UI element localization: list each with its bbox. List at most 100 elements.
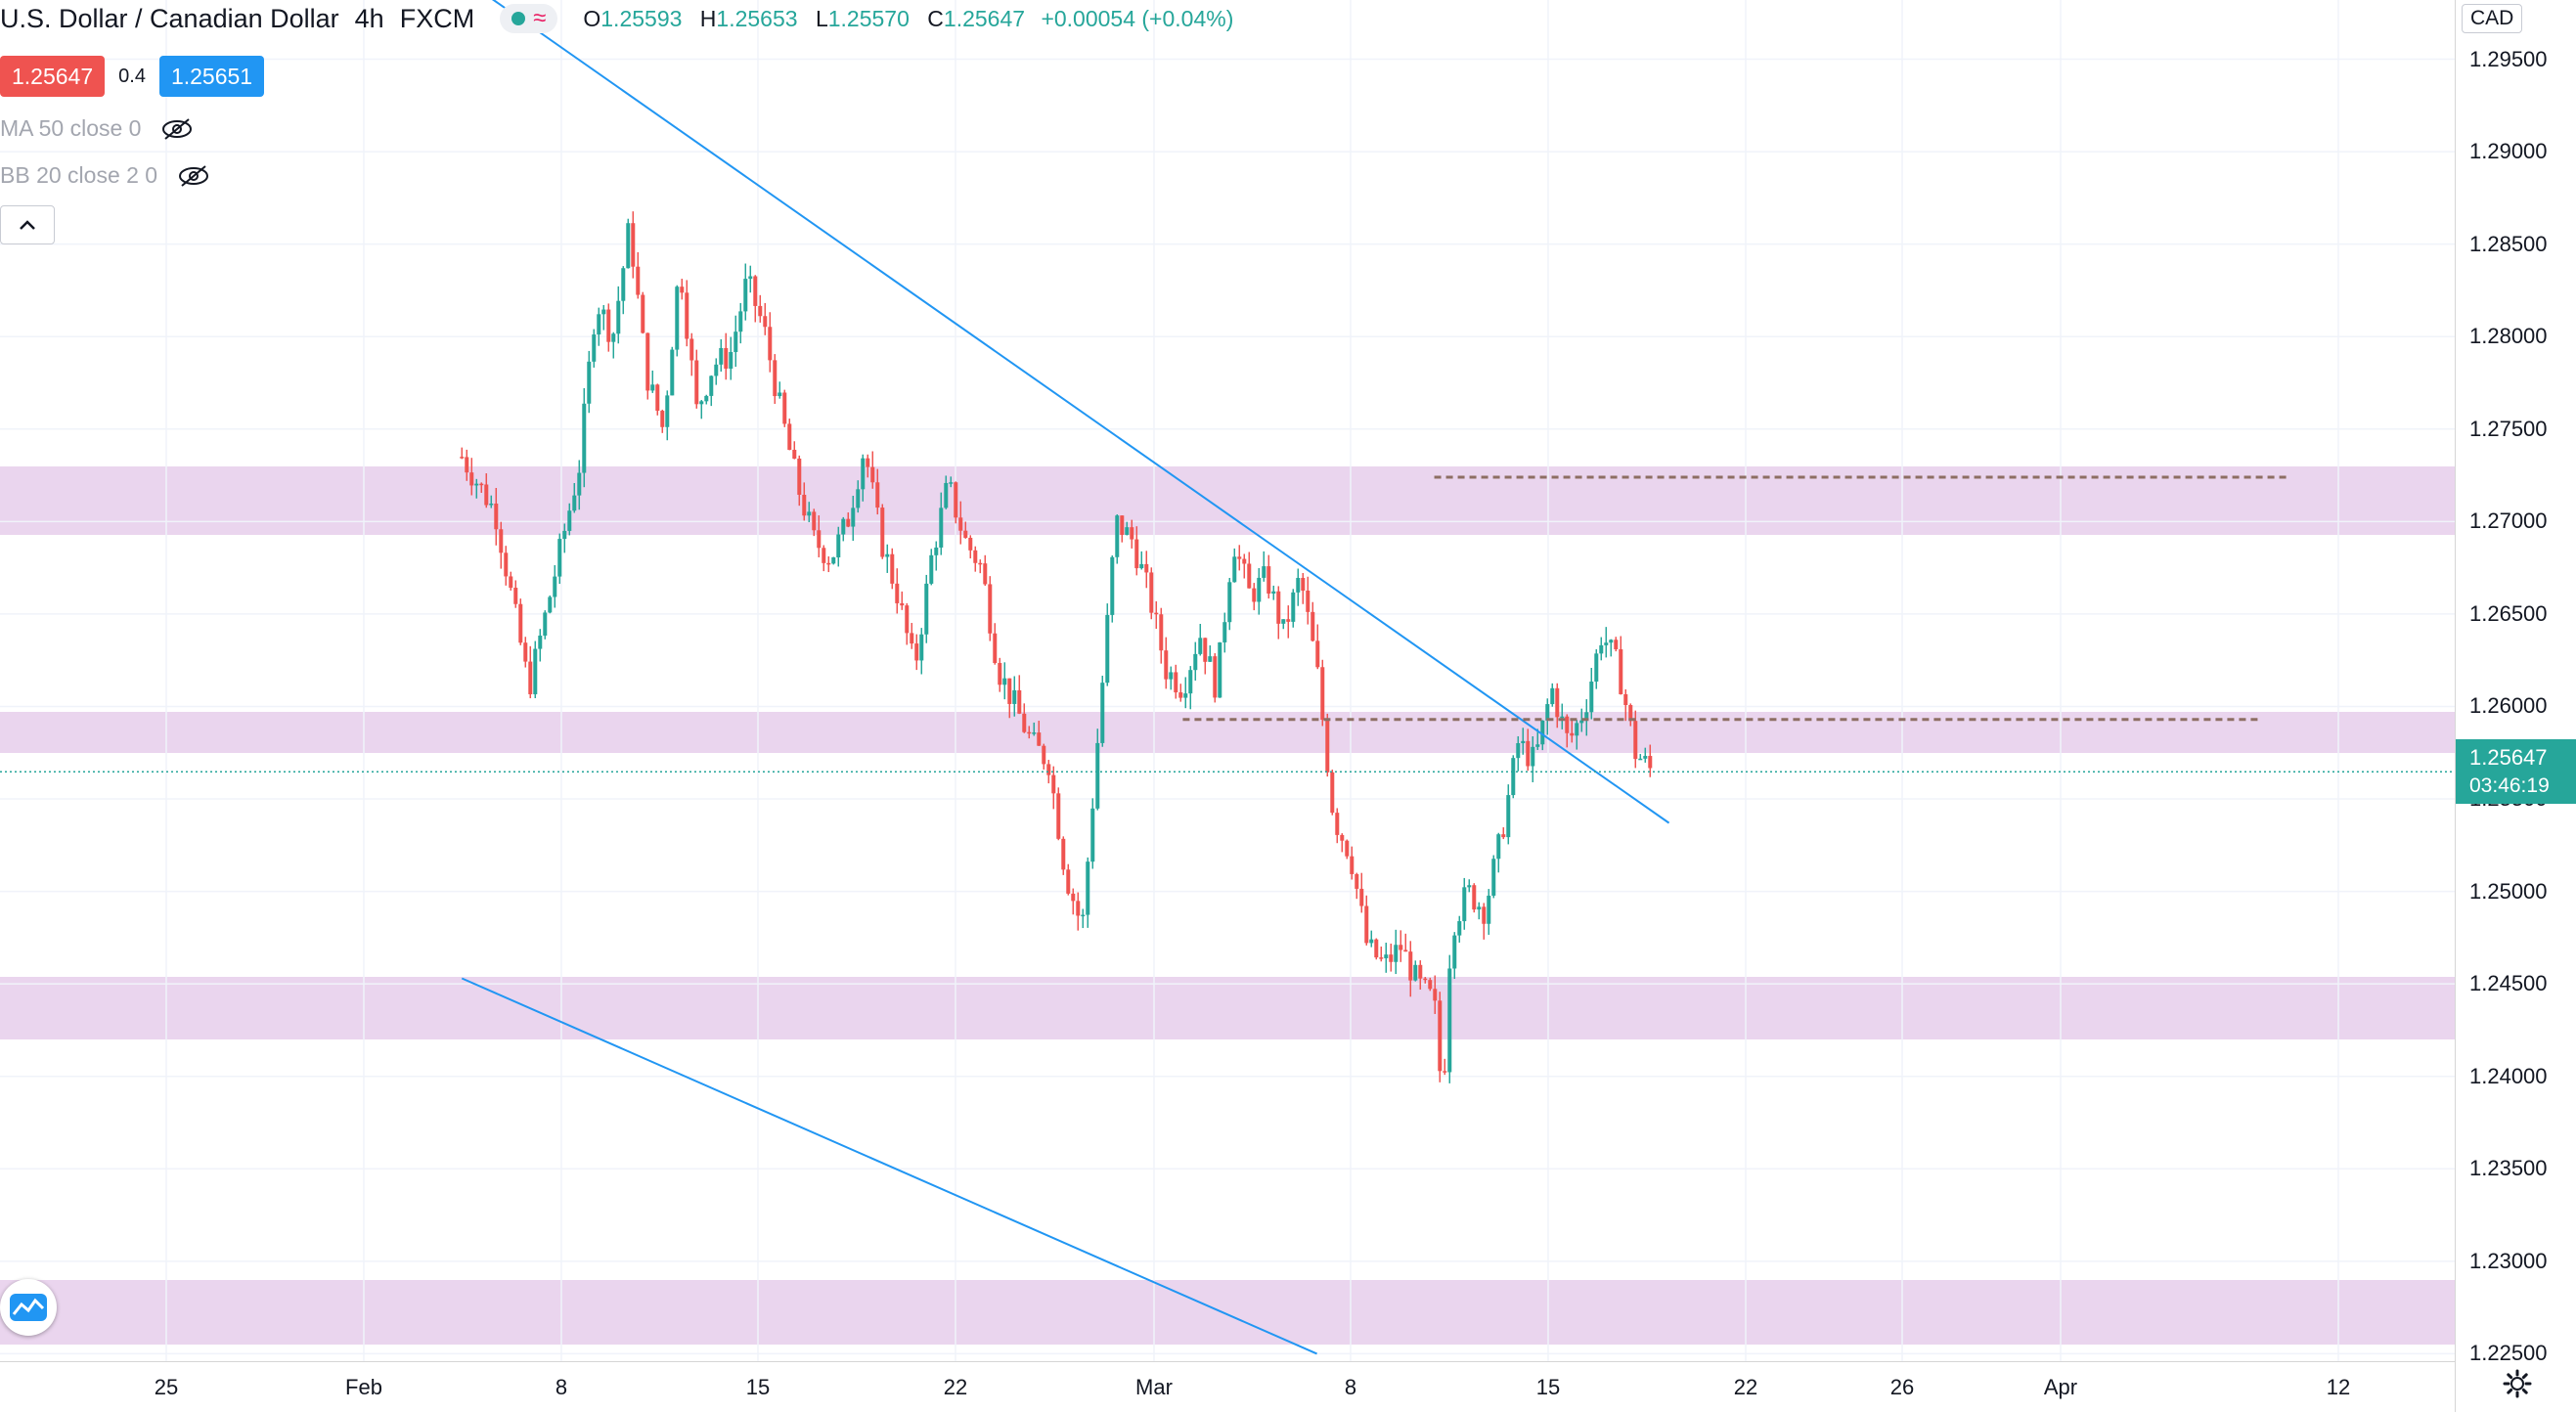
tradingview-logo-icon	[10, 1294, 47, 1321]
support-resistance-zone[interactable]	[0, 1279, 2455, 1345]
candle-body	[866, 458, 870, 467]
exchange-label: FXCM	[399, 3, 475, 33]
candle-body	[1638, 758, 1643, 761]
candle-body	[1452, 935, 1457, 969]
candle-body	[1262, 566, 1266, 578]
candle-body	[787, 423, 792, 451]
candle-body	[895, 583, 900, 603]
candle-body	[1447, 968, 1452, 1073]
status-pill[interactable]: ≈	[500, 4, 558, 33]
high-value: 1.25653	[716, 5, 798, 31]
candle-body	[1364, 905, 1369, 944]
candle-body	[797, 459, 802, 495]
candle-body	[1472, 885, 1477, 910]
candle-body	[631, 223, 636, 267]
wave-icon: ≈	[533, 5, 547, 31]
candle-body	[1589, 682, 1594, 713]
candle-body	[1218, 641, 1222, 698]
candle-body	[592, 334, 597, 362]
candle-body	[1315, 640, 1320, 668]
candle-body	[861, 458, 866, 490]
candle-body	[1350, 856, 1355, 874]
candle-body	[562, 530, 567, 540]
candle-body	[792, 450, 797, 460]
eye-off-icon[interactable]	[177, 163, 210, 189]
candle-body	[1134, 539, 1139, 569]
candle-body	[846, 518, 851, 527]
currency-label[interactable]: CAD	[2462, 4, 2523, 33]
price-tick-label: 1.26000	[2469, 693, 2548, 719]
candle-body	[1325, 720, 1330, 773]
candle-body	[1100, 683, 1105, 743]
candle-body	[724, 347, 729, 369]
candle-body	[1457, 921, 1462, 936]
candle-body	[660, 411, 665, 427]
candle-body	[597, 314, 601, 335]
eye-off-icon[interactable]	[160, 116, 194, 142]
candle-body	[1643, 756, 1648, 759]
candle-body	[494, 503, 499, 530]
candle-body	[1531, 746, 1535, 767]
candle-body	[1399, 945, 1403, 950]
candle-body	[699, 401, 704, 405]
candle-body	[1208, 656, 1213, 662]
time-tick-label: 15	[1535, 1375, 1561, 1399]
candle-body	[1369, 939, 1374, 944]
candle-body	[1619, 648, 1623, 694]
candle-body	[1296, 578, 1301, 593]
candle-body	[1266, 566, 1271, 595]
candle-body	[885, 553, 890, 557]
candle-body	[1628, 705, 1633, 722]
candle-body	[1232, 556, 1237, 583]
chevron-up-icon	[20, 220, 35, 230]
chart-area[interactable]: U.S. Dollar / Canadian Dollar 4h FXCM ≈ …	[0, 0, 2455, 1361]
collapse-legend-button[interactable]	[0, 205, 55, 244]
candlestick-chart[interactable]	[0, 0, 2455, 1361]
candle-body	[753, 276, 758, 306]
last-price-badge: 1.25647 03:46:19	[2456, 739, 2576, 805]
candle-body	[968, 537, 973, 551]
buy-button[interactable]: 1.25651	[158, 56, 265, 97]
candle-body	[567, 510, 572, 531]
candle-body	[905, 605, 910, 634]
time-tick-label: Mar	[1135, 1375, 1173, 1399]
support-resistance-zone[interactable]	[0, 976, 2455, 1039]
price-tick-label: 1.23000	[2469, 1248, 2548, 1273]
candle-body	[1193, 653, 1198, 671]
candle-body	[998, 662, 1002, 685]
candle-body	[1594, 653, 1599, 683]
indicator-bb[interactable]: BB 20 close 2 0	[0, 162, 210, 189]
price-tick-label: 1.24000	[2469, 1063, 2548, 1088]
candle-body	[650, 384, 655, 391]
candle-body	[1384, 954, 1389, 958]
candle-body	[1120, 515, 1125, 535]
settings-gear-icon[interactable]	[2503, 1369, 2532, 1398]
candle-body	[1198, 638, 1203, 654]
time-axis[interactable]: 25 Feb 8 15 22 Mar 8 15 22 26 Apr 12	[0, 1361, 2455, 1413]
candle-body	[1086, 861, 1090, 915]
candle-body	[1506, 795, 1511, 838]
candle-body	[1335, 813, 1340, 835]
symbol-title[interactable]: U.S. Dollar / Canadian Dollar	[0, 3, 339, 33]
indicator-ma[interactable]: MA 50 close 0	[0, 115, 194, 142]
tradingview-logo[interactable]	[0, 1279, 57, 1336]
candle-body	[611, 333, 616, 342]
candle-body	[1125, 527, 1130, 535]
price-tick-label: 1.22500	[2469, 1341, 2548, 1366]
candle-body	[1213, 656, 1218, 698]
candle-body	[1276, 591, 1281, 624]
price-axis[interactable]: CAD 1.29500 1.29000 1.28500 1.28000 1.27500 1…	[2455, 0, 2576, 1412]
candle-body	[489, 503, 494, 506]
interval-label[interactable]: 4h	[354, 3, 384, 33]
time-tick-label: 22	[1733, 1375, 1758, 1399]
candle-body	[1623, 693, 1628, 706]
sell-button[interactable]: 1.25647	[0, 56, 106, 97]
candle-body	[538, 636, 543, 649]
candle-body	[523, 642, 528, 662]
candle-body	[1609, 640, 1614, 643]
candle-body	[875, 482, 880, 508]
candle-body	[1012, 689, 1017, 704]
candle-body	[1007, 678, 1012, 704]
candle-body	[636, 266, 641, 295]
candle-body	[1149, 572, 1154, 613]
